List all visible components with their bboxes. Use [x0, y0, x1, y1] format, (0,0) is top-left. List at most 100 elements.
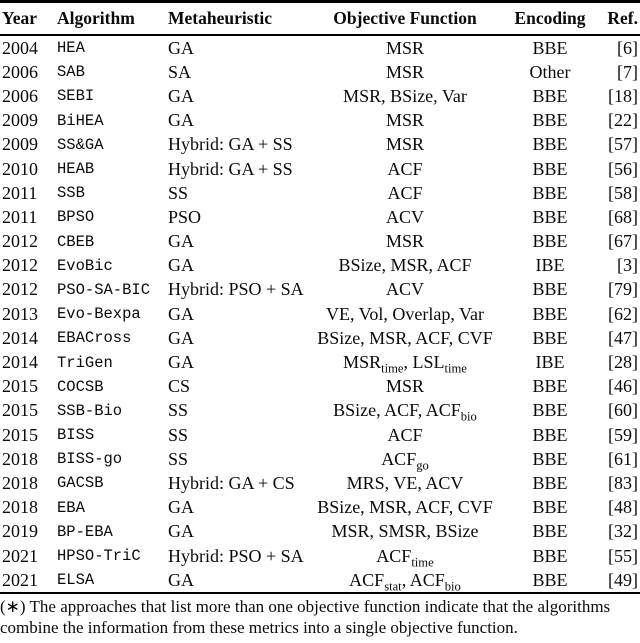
- objective-cell: BSize, MSR, ACF: [338, 255, 472, 276]
- algorithm-cell: SSB-Bio: [57, 401, 123, 420]
- ref-cell: [49]: [608, 569, 638, 590]
- year-cell: 2006: [2, 85, 38, 106]
- year-cell: 2010: [2, 158, 38, 179]
- objective-cell: ACFtime: [376, 545, 434, 570]
- year-cell: 2014: [2, 352, 38, 373]
- encoding-cell: BBE: [532, 303, 568, 324]
- year-cell: 2021: [2, 569, 38, 590]
- ref-cell: [62]: [608, 303, 638, 324]
- year-cell: 2006: [2, 61, 38, 82]
- year-cell: 2011: [2, 206, 38, 227]
- ref-cell: [3]: [617, 255, 638, 276]
- encoding-cell: BBE: [532, 545, 568, 566]
- objective-cell: MSR: [385, 37, 425, 58]
- table-row: 2011 BPSO PSO ACV BBE [68]: [0, 205, 640, 229]
- ref-cell: [57]: [608, 134, 638, 155]
- table-header: Year Algorithm Metaheuristic Objective F…: [0, 2, 640, 35]
- ref-cell: [59]: [608, 424, 638, 445]
- year-cell: 2013: [2, 303, 38, 324]
- table-row: 2011 SSB SS ACF BBE [58]: [0, 181, 640, 205]
- objective-cell: ACV: [385, 279, 424, 300]
- objective-cell: ACFstat, ACFbio: [349, 569, 461, 594]
- objective-cell: MSR: [385, 61, 425, 82]
- encoding-cell: IBE: [535, 352, 565, 373]
- table-row: 2014 TriGen GA MSRtime, LSLtime IBE [28]: [0, 350, 640, 375]
- year-cell: 2009: [2, 110, 38, 131]
- year-cell: 2011: [2, 182, 38, 203]
- metaheuristic-cell: GA: [168, 255, 194, 276]
- ref-cell: [47]: [608, 327, 638, 348]
- encoding-cell: BBE: [532, 521, 568, 542]
- encoding-cell: BBE: [532, 376, 568, 397]
- metaheuristic-cell: Hybrid: GA + CS: [168, 472, 295, 493]
- metaheuristic-cell: Hybrid: PSO + SA: [168, 545, 304, 566]
- year-cell: 2004: [2, 37, 38, 58]
- algorithm-cell: EvoBic: [57, 256, 113, 275]
- year-cell: 2012: [2, 279, 38, 300]
- table-row: 2015 SSB-Bio SS BSize, ACF, ACFbio BBE [60]: [0, 399, 640, 423]
- ref-cell: [48]: [608, 497, 638, 518]
- table-footnote: (∗) The approaches that list more than o…: [0, 597, 640, 638]
- encoding-cell: BBE: [532, 497, 568, 518]
- ref-cell: [56]: [608, 158, 638, 179]
- table-row: 2015 BISS SS ACF BBE [59]: [0, 423, 640, 447]
- table-row: 2012 EvoBic GA BSize, MSR, ACF IBE [3]: [0, 254, 640, 278]
- algorithm-cell: ELSA: [57, 571, 95, 590]
- ref-cell: [60]: [608, 400, 638, 421]
- objective-cell: ACV: [385, 206, 424, 227]
- objective-cell: MSR: [385, 110, 425, 131]
- column-header-objective: Objective Function: [333, 8, 477, 28]
- objective-cell: BSize, MSR, ACF, CVF: [317, 327, 493, 348]
- metaheuristic-cell: CS: [168, 376, 191, 397]
- column-header-metaheuristic: Metaheuristic: [168, 8, 272, 28]
- year-cell: 2018: [2, 497, 38, 518]
- encoding-cell: BBE: [532, 110, 568, 131]
- year-cell: 2014: [2, 327, 38, 348]
- ref-cell: [61]: [608, 448, 638, 469]
- table-row: 2018 GACSB Hybrid: GA + CS MRS, VE, ACV BBE […: [0, 471, 640, 495]
- table-row: 2021 HPSO-TriC Hybrid: PSO + SA ACFtime BBE […: [0, 544, 640, 570]
- metaheuristic-cell: SS: [168, 448, 189, 469]
- metaheuristic-cell: GA: [168, 569, 194, 590]
- encoding-cell: BBE: [532, 206, 568, 227]
- metaheuristic-cell: Hybrid: GA + SS: [168, 134, 293, 155]
- algorithm-cell: CBEB: [57, 232, 95, 251]
- encoding-cell: BBE: [532, 400, 568, 421]
- algorithm-cell: BPSO: [57, 208, 95, 227]
- algorithm-cell: EBA: [57, 498, 85, 517]
- encoding-cell: BBE: [532, 134, 568, 155]
- year-cell: 2021: [2, 545, 38, 566]
- metaheuristic-cell: GA: [168, 231, 194, 252]
- algorithm-cell: SEBI: [57, 87, 95, 106]
- table-row: 2009 SS&GA Hybrid: GA + SS MSR BBE [57]: [0, 133, 640, 157]
- year-cell: 2015: [2, 424, 38, 445]
- objective-cell: ACF: [387, 158, 423, 179]
- literature-review-table: Year Algorithm Metaheuristic Objective F…: [0, 0, 640, 594]
- encoding-cell: BBE: [532, 472, 568, 493]
- table-row: 2018 BISS-go SS ACFgo BBE [61]: [0, 447, 640, 472]
- table-row: 2021 ELSA GA ACFstat, ACFbio BBE [49]: [0, 568, 640, 594]
- metaheuristic-cell: Hybrid: GA + SS: [168, 158, 293, 179]
- year-cell: 2018: [2, 448, 38, 469]
- metaheuristic-cell: SS: [168, 182, 189, 203]
- ref-cell: [83]: [608, 472, 638, 493]
- encoding-cell: BBE: [532, 279, 568, 300]
- ref-cell: [7]: [617, 61, 638, 82]
- algorithm-cell: BISS-go: [57, 450, 123, 469]
- ref-cell: [68]: [608, 206, 638, 227]
- header-row: Year Algorithm Metaheuristic Objective F…: [0, 2, 640, 35]
- algorithm-cell: SAB: [57, 63, 85, 82]
- encoding-cell: BBE: [532, 327, 568, 348]
- year-cell: 2015: [2, 376, 38, 397]
- objective-cell: ACF: [387, 182, 423, 203]
- table-row: 2019 BP-EBA GA MSR, SMSR, BSize BBE [32]: [0, 520, 640, 544]
- algorithm-cell: HPSO-TriC: [57, 547, 141, 566]
- algorithm-cell: BiHEA: [57, 111, 104, 130]
- table-row: 2012 CBEB GA MSR BBE [67]: [0, 230, 640, 254]
- year-cell: 2015: [2, 400, 38, 421]
- ref-cell: [18]: [608, 85, 638, 106]
- footnote-line-2: combine the information from these metri…: [0, 617, 518, 637]
- encoding-cell: BBE: [532, 448, 568, 469]
- metaheuristic-cell: GA: [168, 110, 194, 131]
